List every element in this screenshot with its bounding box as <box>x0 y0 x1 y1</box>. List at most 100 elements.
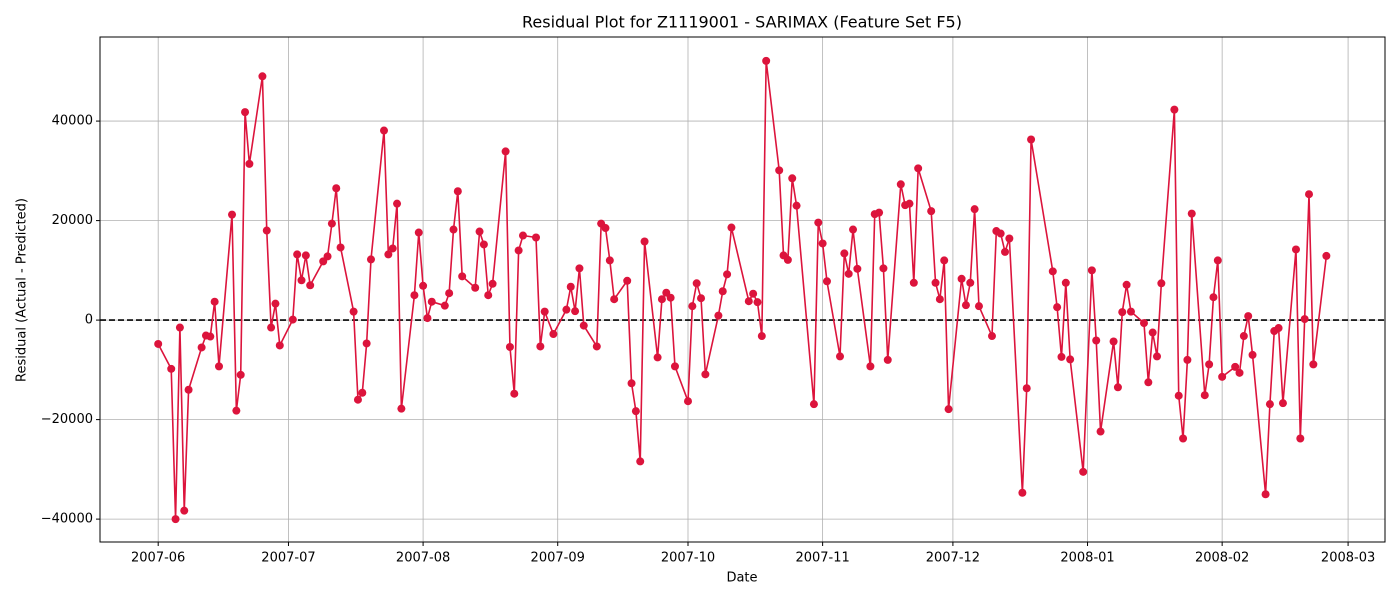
marker <box>518 231 527 240</box>
marker <box>749 289 758 298</box>
marker <box>636 457 645 466</box>
marker <box>380 126 389 135</box>
x-tick-label: 2007-12 <box>926 551 980 566</box>
marker <box>1244 312 1253 321</box>
marker <box>1205 360 1214 369</box>
marker <box>505 342 514 351</box>
marker <box>1179 434 1188 443</box>
x-tick-label: 2007-09 <box>531 551 585 566</box>
marker <box>1213 256 1222 265</box>
marker <box>393 199 402 208</box>
marker <box>631 407 640 416</box>
line <box>157 60 1328 520</box>
marker <box>757 332 766 341</box>
marker <box>501 147 510 156</box>
x-tick-label: 2007-08 <box>396 551 450 566</box>
marker <box>1187 209 1196 218</box>
marker <box>1305 190 1314 199</box>
marker <box>414 228 423 237</box>
marker <box>1057 352 1066 361</box>
marker <box>471 283 480 292</box>
marker <box>536 342 545 351</box>
marker <box>1153 352 1162 361</box>
y-tick-label: 0 <box>85 313 93 328</box>
marker <box>905 199 914 208</box>
marker <box>236 370 245 379</box>
marker <box>866 362 875 371</box>
marker <box>154 339 163 348</box>
marker <box>723 270 732 279</box>
marker <box>549 330 558 339</box>
marker <box>844 269 853 278</box>
marker <box>232 406 241 415</box>
marker <box>653 353 662 362</box>
y-tick-label: −20000 <box>41 412 93 427</box>
x-tick-label: 2008-01 <box>1060 551 1114 566</box>
marker <box>753 298 762 307</box>
marker <box>1061 278 1070 287</box>
marker <box>697 294 706 303</box>
marker <box>592 342 601 351</box>
x-tick-label: 2008-03 <box>1321 551 1375 566</box>
marker <box>814 218 823 227</box>
marker <box>879 264 888 273</box>
marker <box>935 295 944 304</box>
plot-frame <box>99 36 1386 543</box>
marker <box>327 219 336 228</box>
marker <box>245 159 254 168</box>
y-tick-label: 40000 <box>52 114 93 129</box>
marker <box>301 251 310 260</box>
marker <box>1278 399 1287 408</box>
marker <box>875 208 884 217</box>
marker <box>488 279 497 288</box>
marker <box>1322 251 1331 260</box>
marker <box>914 164 923 173</box>
marker <box>692 279 701 288</box>
marker <box>853 264 862 273</box>
marker <box>835 352 844 361</box>
marker <box>927 207 936 216</box>
marker <box>332 184 341 193</box>
marker <box>849 225 858 234</box>
marker <box>349 307 358 316</box>
marker <box>241 108 250 117</box>
marker <box>1218 372 1227 381</box>
marker <box>1066 355 1075 364</box>
marker <box>575 264 584 273</box>
marker <box>475 227 484 236</box>
marker <box>167 364 176 373</box>
marker <box>940 256 949 265</box>
x-tick-label: 2007-07 <box>261 551 315 566</box>
marker <box>184 385 193 394</box>
marker <box>1139 319 1148 328</box>
marker <box>822 277 831 286</box>
marker <box>788 174 797 183</box>
marker <box>275 341 284 350</box>
marker <box>1096 427 1105 436</box>
marker <box>666 293 675 302</box>
marker <box>175 323 184 332</box>
marker <box>657 295 666 304</box>
marker <box>397 404 406 413</box>
marker <box>306 281 315 290</box>
marker <box>931 278 940 287</box>
marker <box>1048 267 1057 276</box>
marker <box>1235 368 1244 377</box>
marker <box>484 291 493 300</box>
marker <box>427 297 436 306</box>
marker <box>410 291 419 300</box>
marker <box>1157 279 1166 288</box>
marker <box>206 332 215 341</box>
marker <box>1239 332 1248 341</box>
marker <box>323 252 332 261</box>
marker <box>896 180 905 189</box>
marker <box>1200 391 1209 400</box>
marker <box>419 281 428 290</box>
marker <box>718 287 727 296</box>
marker <box>688 302 697 311</box>
marker <box>974 302 983 311</box>
marker <box>1291 245 1300 254</box>
marker <box>1174 391 1183 400</box>
marker <box>1001 247 1010 256</box>
